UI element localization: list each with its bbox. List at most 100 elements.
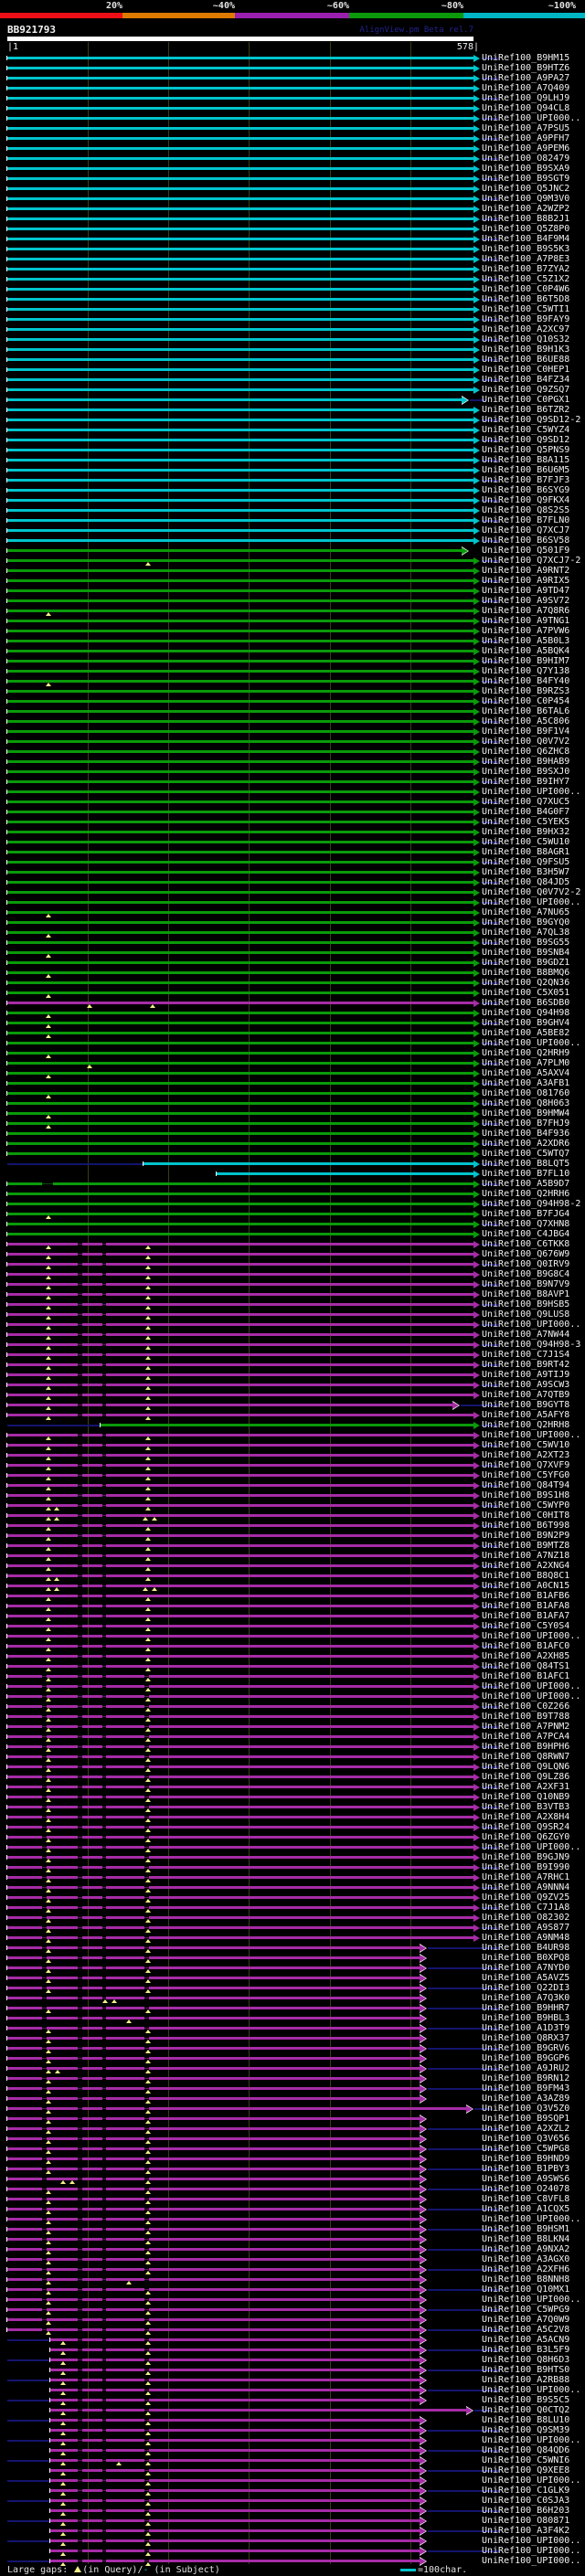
- hit-bar-segment[interactable]: [82, 1896, 103, 1899]
- hit-bar-segment[interactable]: [149, 2178, 420, 2180]
- hit-bar-segment[interactable]: [149, 2539, 420, 2542]
- hit-bar-segment[interactable]: [7, 559, 473, 562]
- hit-label[interactable]: UniRef100_UPI000..: [482, 2546, 581, 2556]
- hit-label[interactable]: UniRef100_B6SYG9: [482, 485, 570, 495]
- hit-label[interactable]: UniRef100_A7RHC1: [482, 1872, 570, 1882]
- hit-bar-segment[interactable]: [106, 2449, 145, 2452]
- hit-bar-segment[interactable]: [82, 1454, 103, 1457]
- hit-bar-segment[interactable]: [82, 1263, 103, 1266]
- hit-bar-segment[interactable]: [46, 2117, 78, 2120]
- hit-bar-segment[interactable]: [7, 207, 473, 210]
- hit-bar-segment[interactable]: [7, 197, 473, 200]
- hit-bar-segment[interactable]: [7, 821, 473, 823]
- hit-bar-segment[interactable]: [46, 1866, 78, 1869]
- hit-bar-segment[interactable]: [7, 1303, 78, 1306]
- hit-bar-segment[interactable]: [46, 1966, 78, 1969]
- hit-bar-segment[interactable]: [7, 1243, 78, 1246]
- hit-bar-segment[interactable]: [7, 1213, 473, 1215]
- hit-bar-segment[interactable]: [7, 1735, 43, 1738]
- hit-bar-segment[interactable]: [149, 2077, 420, 2080]
- hit-label[interactable]: UniRef100_B1AFA7: [482, 1611, 570, 1621]
- hit-bar-segment[interactable]: [7, 1283, 78, 1286]
- hit-bar-segment[interactable]: [82, 2288, 103, 2291]
- hit-label[interactable]: UniRef100_A7NW44: [482, 1330, 570, 1340]
- hit-bar-segment[interactable]: [82, 2208, 103, 2210]
- hit-label[interactable]: UniRef100_B7FLN0: [482, 515, 570, 525]
- hit-bar-segment[interactable]: [106, 1474, 473, 1477]
- hit-label[interactable]: UniRef100_B6T998: [482, 1521, 570, 1531]
- hit-label[interactable]: UniRef100_B3H5W7: [482, 867, 570, 877]
- hit-bar-segment[interactable]: [7, 790, 473, 793]
- hit-label[interactable]: UniRef100_Q7XCJ7-2: [482, 556, 581, 566]
- hit-bar-segment[interactable]: [82, 1514, 103, 1517]
- hit-bar-segment[interactable]: [82, 1394, 103, 1396]
- hit-bar-segment[interactable]: [82, 1826, 103, 1829]
- hit-label[interactable]: UniRef100_O80871: [482, 2516, 570, 2526]
- hit-bar-segment[interactable]: [7, 620, 473, 622]
- hit-label[interactable]: UniRef100_A2XDR6: [482, 1139, 570, 1149]
- hit-bar-segment[interactable]: [7, 87, 473, 90]
- hit-bar-segment[interactable]: [82, 1956, 103, 1959]
- hit-bar-segment[interactable]: [106, 1494, 473, 1497]
- hit-bar-segment[interactable]: [149, 1846, 473, 1849]
- hit-bar-segment[interactable]: [106, 1755, 145, 1758]
- hit-bar-segment[interactable]: [7, 1926, 43, 1929]
- hit-bar-segment[interactable]: [149, 2359, 420, 2361]
- hit-bar-segment[interactable]: [106, 1263, 473, 1266]
- hit-label[interactable]: UniRef100_B7FJF3: [482, 475, 570, 485]
- hit-bar-segment[interactable]: [82, 2389, 103, 2391]
- hit-bar-segment[interactable]: [82, 2268, 103, 2271]
- hit-bar-segment[interactable]: [7, 2268, 43, 2271]
- hit-bar-segment[interactable]: [7, 1876, 43, 1879]
- hit-bar-segment[interactable]: [7, 459, 473, 461]
- hit-bar-segment[interactable]: [49, 2519, 78, 2522]
- hit-bar-segment[interactable]: [106, 1826, 145, 1829]
- hit-bar-segment[interactable]: [7, 298, 473, 301]
- hit-label[interactable]: UniRef100_Q94H98-2: [482, 1199, 581, 1209]
- hit-bar-segment[interactable]: [7, 408, 473, 411]
- hit-bar-segment[interactable]: [7, 1464, 78, 1467]
- hit-bar-segment[interactable]: [106, 1564, 473, 1567]
- hit-label[interactable]: UniRef100_B9HHR7: [482, 2003, 570, 2013]
- hit-label[interactable]: UniRef100_A5AFY8: [482, 1410, 570, 1420]
- hit-label[interactable]: UniRef100_Q5Z8P0: [482, 224, 570, 234]
- hit-bar-segment[interactable]: [7, 1987, 43, 1989]
- hit-bar-segment[interactable]: [106, 2218, 145, 2221]
- hit-bar-segment[interactable]: [149, 2560, 420, 2562]
- hit-label[interactable]: UniRef100_C5Z1X2: [482, 274, 570, 284]
- hit-label[interactable]: UniRef100_B9SXJ0: [482, 767, 570, 777]
- hit-bar-segment[interactable]: [82, 2178, 103, 2180]
- hit-bar-segment[interactable]: [149, 2017, 420, 2019]
- hit-label[interactable]: UniRef100_B9HTZ6: [482, 63, 570, 73]
- hit-bar-segment[interactable]: [82, 1997, 103, 1999]
- hit-label[interactable]: UniRef100_A3AGX0: [482, 2254, 570, 2264]
- hit-bar-segment[interactable]: [46, 1876, 78, 1879]
- hit-bar-segment[interactable]: [49, 2359, 78, 2361]
- hit-bar-segment[interactable]: [82, 1434, 103, 1436]
- hit-bar-segment[interactable]: [82, 1303, 103, 1306]
- hit-bar-segment[interactable]: [106, 2509, 145, 2512]
- hit-bar-segment[interactable]: [46, 1806, 78, 1808]
- hit-bar-segment[interactable]: [7, 1615, 78, 1617]
- hit-bar-segment[interactable]: [149, 1977, 420, 1979]
- hit-label[interactable]: UniRef100_B9G8C4: [482, 1269, 570, 1279]
- hit-bar-segment[interactable]: [149, 2007, 420, 2009]
- hit-bar-segment[interactable]: [106, 1625, 473, 1627]
- hit-bar-segment[interactable]: [106, 2379, 145, 2381]
- hit-bar-segment[interactable]: [82, 1373, 103, 1376]
- hit-label[interactable]: UniRef100_B9T788: [482, 1712, 570, 1722]
- hit-bar-segment[interactable]: [82, 1243, 103, 1246]
- hit-bar-segment[interactable]: [82, 1253, 103, 1256]
- hit-bar-segment[interactable]: [106, 2338, 145, 2341]
- hit-label[interactable]: UniRef100_A9TIJ9: [482, 1370, 570, 1380]
- hit-bar-segment[interactable]: [7, 750, 473, 753]
- hit-bar-segment[interactable]: [106, 2560, 145, 2562]
- hit-bar-segment[interactable]: [106, 1966, 145, 1969]
- hit-bar-segment[interactable]: [106, 1977, 145, 1979]
- hit-label[interactable]: UniRef100_A9PA27: [482, 73, 570, 83]
- hit-bar-segment[interactable]: [52, 1182, 473, 1185]
- hit-bar-segment[interactable]: [82, 1685, 103, 1688]
- hit-bar-segment[interactable]: [106, 1745, 145, 1748]
- hit-bar-segment[interactable]: [46, 1755, 78, 1758]
- hit-label[interactable]: UniRef100_A2WZP2: [482, 204, 570, 214]
